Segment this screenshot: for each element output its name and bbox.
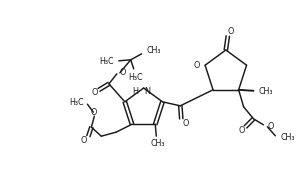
Text: CH₃: CH₃	[150, 139, 164, 148]
Text: O: O	[90, 108, 97, 117]
Text: O: O	[182, 119, 188, 128]
Text: H₃C: H₃C	[128, 73, 143, 82]
Text: CH₃: CH₃	[280, 133, 295, 142]
Text: CH₃: CH₃	[258, 87, 273, 96]
Text: O: O	[267, 122, 274, 131]
Text: N: N	[145, 87, 150, 95]
Text: O: O	[228, 26, 234, 36]
Text: H: H	[133, 87, 139, 95]
Text: O: O	[120, 68, 126, 77]
Text: H₃C: H₃C	[100, 57, 114, 66]
Text: O: O	[80, 136, 87, 145]
Text: O: O	[238, 126, 245, 135]
Text: CH₃: CH₃	[147, 46, 161, 55]
Text: O: O	[194, 61, 200, 70]
Text: H₃C: H₃C	[69, 98, 83, 107]
Text: O: O	[92, 88, 98, 97]
